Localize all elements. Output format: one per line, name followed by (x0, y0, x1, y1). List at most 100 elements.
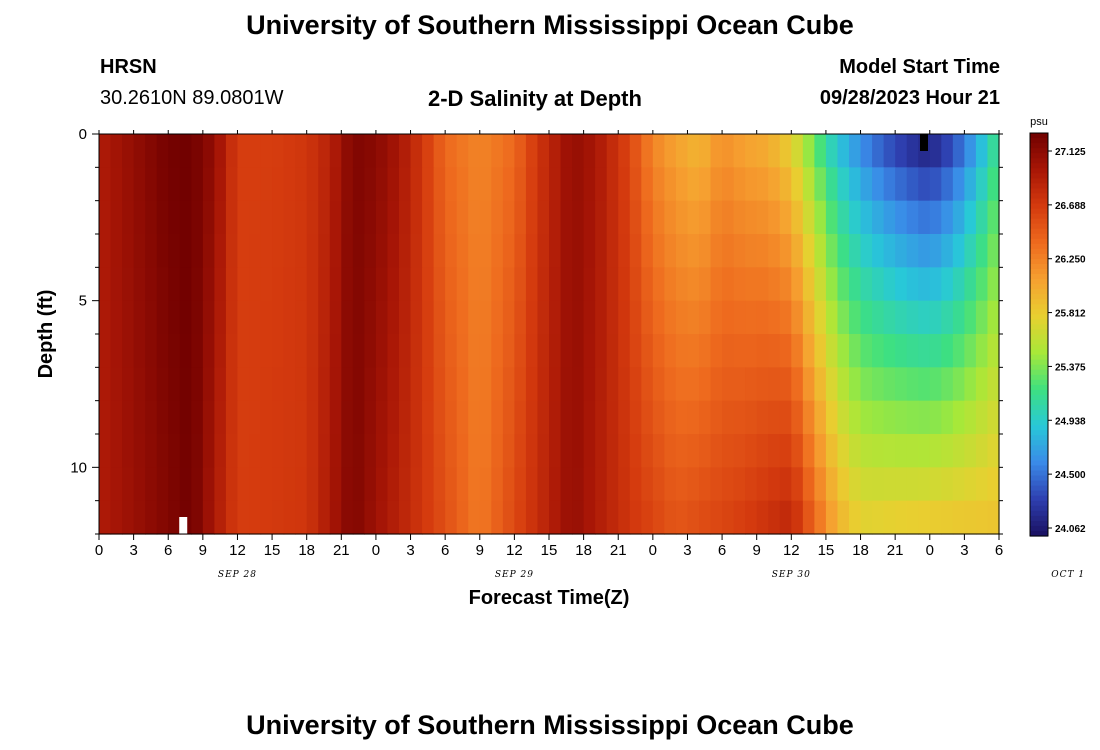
heatmap-cell (929, 167, 942, 202)
heatmap-cell (502, 467, 515, 502)
heatmap-cell (202, 200, 215, 235)
heatmap-cell (779, 334, 792, 368)
heatmap-cell (525, 200, 539, 235)
heatmap-cell (145, 300, 158, 335)
heatmap-cell (941, 267, 954, 302)
heatmap-cell (987, 167, 1000, 202)
x-tick-label: 15 (541, 542, 558, 559)
x-tick-label: 3 (406, 542, 414, 559)
heatmap-cell (687, 300, 700, 335)
heatmap-cell (249, 134, 262, 168)
heatmap-cell (433, 334, 446, 368)
heatmap-cell (456, 500, 469, 535)
heatmap-cell (883, 200, 896, 235)
heatmap-cell (341, 467, 354, 502)
heatmap-cell (179, 167, 192, 202)
heatmap-cell (364, 334, 377, 368)
heatmap-cell (987, 134, 1000, 168)
colorbar-swatch (1030, 309, 1048, 315)
heatmap-cell (860, 467, 873, 502)
heatmap-cell (595, 467, 608, 502)
colorbar-swatch (1030, 354, 1048, 361)
x-tick-label: 12 (506, 542, 523, 559)
heatmap-cell (445, 434, 458, 468)
heatmap-cell (514, 367, 527, 402)
heatmap-cell (964, 334, 977, 368)
heatmap-cell (133, 267, 146, 302)
heatmap-cell (502, 167, 515, 202)
heatmap-cell (525, 500, 539, 535)
heatmap-cell (422, 134, 435, 168)
heatmap-cell (699, 500, 712, 535)
heatmap-cell (237, 367, 250, 402)
heatmap-cell (872, 300, 885, 335)
heatmap-cell (445, 367, 458, 402)
heatmap-cell (272, 467, 285, 502)
heatmap-cell (456, 234, 469, 268)
heatmap-cell (237, 134, 250, 168)
heatmap-cell (825, 134, 839, 168)
colorbar-tick-label: 26.688 (1055, 201, 1086, 212)
heatmap-cell (133, 334, 146, 368)
heatmap-cell (156, 467, 169, 502)
heatmap-cell (872, 467, 885, 502)
heatmap-cell (225, 400, 239, 435)
heatmap-cell (422, 200, 435, 235)
heatmap-cell (468, 434, 481, 468)
heatmap-cell (641, 200, 654, 235)
heatmap-cell (214, 367, 227, 402)
colorbar-swatch (1030, 188, 1048, 195)
heatmap-cell (375, 467, 389, 502)
colorbar-swatch (1030, 289, 1048, 295)
heatmap-cell (860, 434, 873, 468)
heatmap-cell (941, 367, 954, 402)
heatmap-cell (629, 134, 642, 168)
heatmap-cell (733, 234, 746, 268)
heatmap-cell (849, 400, 862, 435)
heatmap-cell (802, 234, 815, 268)
heatmap-cell (756, 300, 769, 335)
heatmap-cell (583, 300, 596, 335)
heatmap-cell (99, 434, 112, 468)
heatmap-cell (872, 434, 885, 468)
heatmap-cell (606, 467, 619, 502)
heatmap-cell (918, 434, 931, 468)
heatmap-cell (814, 134, 827, 168)
heatmap-cell (952, 167, 965, 202)
heatmap-cell (791, 300, 804, 335)
heatmap-cell (549, 167, 562, 202)
heatmap-cell (468, 267, 481, 302)
heatmap-cell (295, 467, 308, 502)
heatmap-cell (675, 300, 689, 335)
heatmap-cell (929, 134, 942, 168)
heatmap-cell (156, 234, 169, 268)
heatmap-cell (629, 434, 642, 468)
heatmap-cell (249, 467, 262, 502)
heatmap-cell (987, 267, 1000, 302)
y-tick-label: 0 (79, 126, 87, 143)
heatmap-cell (825, 400, 839, 435)
heatmap-cell (929, 400, 942, 435)
heatmap-cell (779, 300, 792, 335)
heatmap-cell (860, 134, 873, 168)
heatmap-cell (283, 267, 296, 302)
heatmap-cell (306, 234, 319, 268)
heatmap-cell (410, 367, 423, 402)
heatmap-cell (595, 167, 608, 202)
heatmap-cell (202, 300, 215, 335)
heatmap-cell (318, 434, 331, 468)
heatmap-cell (468, 134, 481, 168)
heatmap-cell (456, 334, 469, 368)
heatmap-cell (699, 267, 712, 302)
heatmap-cell (433, 300, 446, 335)
heatmap-cell (860, 300, 873, 335)
heatmap-cell (537, 167, 550, 202)
heatmap-cell (352, 400, 365, 435)
heatmap-cell (583, 334, 596, 368)
heatmap-cell (202, 167, 215, 202)
heatmap-cell (179, 434, 192, 468)
colorbar-swatch (1030, 243, 1048, 250)
heatmap-cell (918, 200, 931, 235)
x-tick-label: 0 (95, 542, 103, 559)
heatmap-cell (745, 200, 758, 235)
